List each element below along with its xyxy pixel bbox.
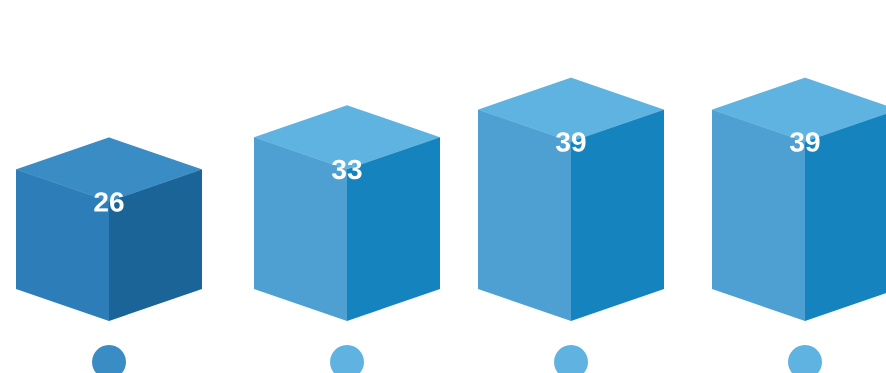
bar-4-left-face bbox=[712, 109, 805, 321]
category-markers-group bbox=[92, 345, 822, 373]
bar-3-top-face bbox=[478, 77, 664, 142]
category-marker-2 bbox=[330, 345, 364, 373]
value-label-1: 26 bbox=[93, 186, 124, 217]
bar-2-right-face bbox=[347, 137, 440, 321]
bar-1-right-face bbox=[109, 169, 202, 321]
bar-3-left-face bbox=[478, 109, 571, 321]
bar-2-left-face bbox=[254, 137, 347, 321]
bar-3-right-face bbox=[571, 109, 664, 321]
bar-3 bbox=[478, 77, 664, 321]
bar-2 bbox=[254, 105, 440, 321]
bar-1 bbox=[16, 137, 202, 321]
bar-4 bbox=[712, 77, 886, 321]
bars-group bbox=[16, 77, 886, 321]
category-marker-1 bbox=[92, 345, 126, 373]
bar-4-right-face bbox=[805, 113, 886, 321]
bar-2-top-face bbox=[254, 105, 440, 170]
bar-1-top-face bbox=[16, 137, 202, 202]
bar-1-left-face bbox=[16, 169, 109, 321]
category-marker-3 bbox=[554, 345, 588, 373]
value-label-3: 39 bbox=[555, 127, 586, 158]
value-labels-group: 26 33 39 39 bbox=[93, 127, 820, 218]
category-marker-4 bbox=[788, 345, 822, 373]
value-label-2: 33 bbox=[331, 154, 362, 185]
bar-4-top-face bbox=[712, 77, 886, 142]
value-label-4: 39 bbox=[789, 127, 820, 158]
